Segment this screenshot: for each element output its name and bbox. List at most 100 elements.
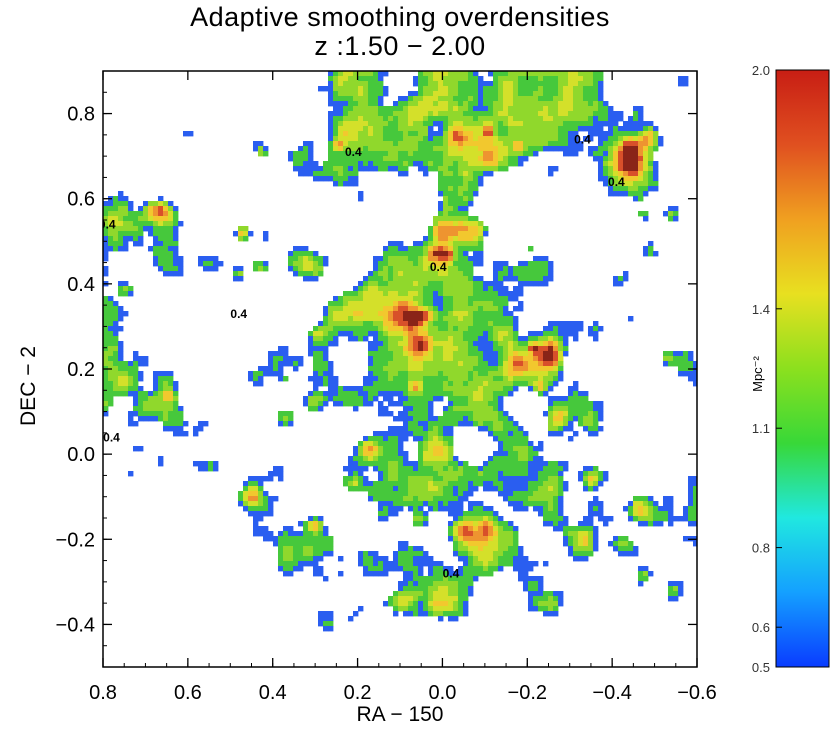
density-cell: [438, 271, 444, 277]
density-cell: [453, 546, 459, 552]
density-cell: [678, 356, 684, 362]
density-cell: [443, 196, 449, 202]
density-cell: [468, 506, 474, 512]
density-cell: [663, 506, 669, 512]
density-cell: [448, 241, 454, 247]
density-cell: [433, 341, 439, 347]
density-cell: [348, 326, 354, 332]
density-cell: [548, 81, 554, 87]
density-cell: [508, 481, 514, 487]
density-cell: [403, 496, 409, 502]
density-cell: [588, 541, 594, 547]
density-cell: [643, 211, 649, 217]
density-cell: [548, 466, 554, 472]
density-cell: [443, 141, 449, 147]
density-cell: [313, 551, 319, 557]
density-cell: [483, 91, 489, 97]
density-cell: [363, 91, 369, 97]
density-cell: [258, 146, 264, 152]
density-cell: [398, 401, 404, 407]
density-cell: [338, 161, 344, 167]
x-tick-label: 0.4: [259, 682, 287, 704]
density-cell: [578, 396, 584, 402]
density-cell: [638, 576, 644, 582]
density-cell: [328, 321, 334, 327]
density-cell: [508, 351, 514, 357]
density-cell: [593, 541, 599, 547]
density-cell: [408, 316, 414, 322]
density-cell: [403, 466, 409, 472]
density-cell: [538, 601, 544, 607]
density-cell: [433, 486, 439, 492]
density-cell: [378, 136, 384, 142]
density-cell: [373, 346, 379, 352]
density-cell: [103, 376, 109, 382]
density-cell: [493, 451, 499, 457]
density-cell: [363, 96, 369, 102]
density-cell: [353, 306, 359, 312]
density-cell: [508, 456, 514, 462]
density-cell: [383, 396, 389, 402]
density-cell: [378, 336, 384, 342]
density-cell: [443, 366, 449, 372]
density-cell: [503, 486, 509, 492]
density-cell: [513, 351, 519, 357]
density-cell: [573, 141, 579, 147]
density-cell: [348, 71, 354, 77]
density-cell: [198, 256, 204, 262]
density-cell: [353, 176, 359, 182]
density-cell: [433, 596, 439, 602]
density-cell: [528, 116, 534, 122]
density-cell: [458, 391, 464, 397]
density-cell: [543, 411, 549, 417]
density-cell: [558, 126, 564, 132]
density-cell: [343, 481, 349, 487]
density-cell: [468, 591, 474, 597]
density-cell: [518, 371, 524, 377]
density-cell: [533, 561, 539, 567]
density-cell: [103, 266, 109, 272]
density-cell: [648, 146, 654, 152]
density-cell: [553, 471, 559, 477]
density-cell: [398, 121, 404, 127]
density-cell: [498, 336, 504, 342]
density-cell: [413, 281, 419, 287]
density-cell: [543, 471, 549, 477]
density-cell: [493, 376, 499, 382]
density-cell: [378, 111, 384, 117]
density-cell: [578, 556, 584, 562]
density-cell: [508, 551, 514, 557]
density-cell: [588, 536, 594, 542]
density-cell: [503, 526, 509, 532]
density-cell: [108, 231, 114, 237]
density-cell: [633, 121, 639, 127]
density-cell: [428, 156, 434, 162]
density-cell: [503, 371, 509, 377]
density-cell: [248, 501, 254, 507]
density-cell: [468, 116, 474, 122]
density-cell: [603, 166, 609, 172]
density-cell: [403, 156, 409, 162]
density-cell: [438, 586, 444, 592]
density-cell: [218, 261, 224, 267]
density-cell: [568, 401, 574, 407]
density-cell: [608, 106, 614, 112]
density-cell: [498, 341, 504, 347]
density-cell: [468, 266, 474, 272]
density-cell: [623, 156, 629, 162]
density-cell: [268, 511, 274, 517]
density-cell: [103, 301, 109, 307]
density-cell: [448, 191, 454, 197]
density-cell: [448, 586, 454, 592]
density-cell: [403, 366, 409, 372]
density-cell: [483, 406, 489, 412]
density-cell: [513, 361, 519, 367]
density-cell: [348, 336, 354, 342]
density-cell: [448, 471, 454, 477]
density-cell: [613, 281, 619, 287]
density-cell: [678, 591, 684, 597]
density-cell: [533, 91, 539, 97]
density-cell: [303, 266, 309, 272]
density-cell: [578, 321, 584, 327]
density-cell: [583, 541, 589, 547]
